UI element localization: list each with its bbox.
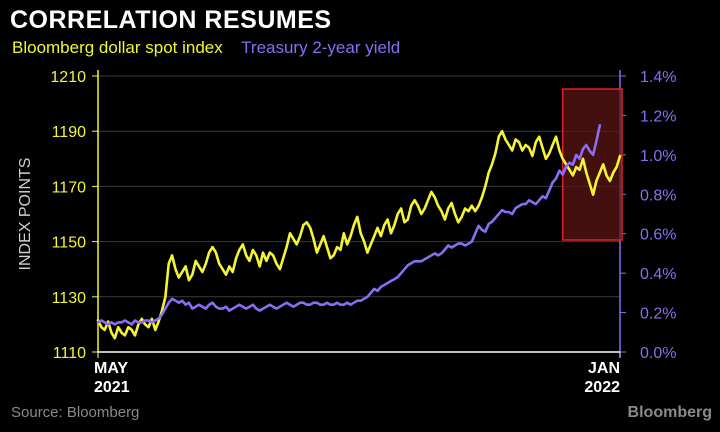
x-tick-label-month: MAY xyxy=(94,360,128,377)
chart-legend: Bloomberg dollar spot index Treasury 2-y… xyxy=(12,38,414,58)
y-right-tick-label: 0.6% xyxy=(640,227,676,244)
y-left-tick-label: 1110 xyxy=(53,345,86,362)
x-tick-label-month: JAN xyxy=(588,360,620,377)
y-right-tick-label: 1.4% xyxy=(640,69,676,86)
y-left-tick-label: 1130 xyxy=(52,290,87,307)
chart-title: CORRELATION RESUMES xyxy=(10,6,332,34)
series-line-dollar-index xyxy=(96,129,622,340)
legend-entry-treasury-yield: Treasury 2-year yield xyxy=(241,38,401,57)
source-note: Source: Bloomberg xyxy=(11,404,140,421)
y-right-tick-label: 1.2% xyxy=(640,108,676,125)
x-tick-label-year: 2021 xyxy=(94,379,130,396)
brand-logo: Bloomberg xyxy=(627,404,712,421)
x-tick-label-year: 2022 xyxy=(584,379,620,396)
y-left-tick-label: 1150 xyxy=(52,235,87,252)
series-line-treasury-yield xyxy=(96,124,602,326)
y-left-tick-label: 1170 xyxy=(52,179,87,196)
y-left-tick-label: 1210 xyxy=(50,69,86,86)
y-right-tick-label: 1.0% xyxy=(640,148,676,165)
y-right-tick-label: 0.4% xyxy=(640,266,676,283)
legend-entry-dollar-index: Bloomberg dollar spot index xyxy=(12,38,223,57)
y-right-tick-label: 0.2% xyxy=(640,306,676,323)
y-axis-label: INDEX POINTS xyxy=(17,158,34,271)
y-right-tick-label: 0.0% xyxy=(640,345,676,362)
y-left-tick-label: 1190 xyxy=(52,124,87,141)
y-right-tick-label: 0.8% xyxy=(640,187,676,204)
